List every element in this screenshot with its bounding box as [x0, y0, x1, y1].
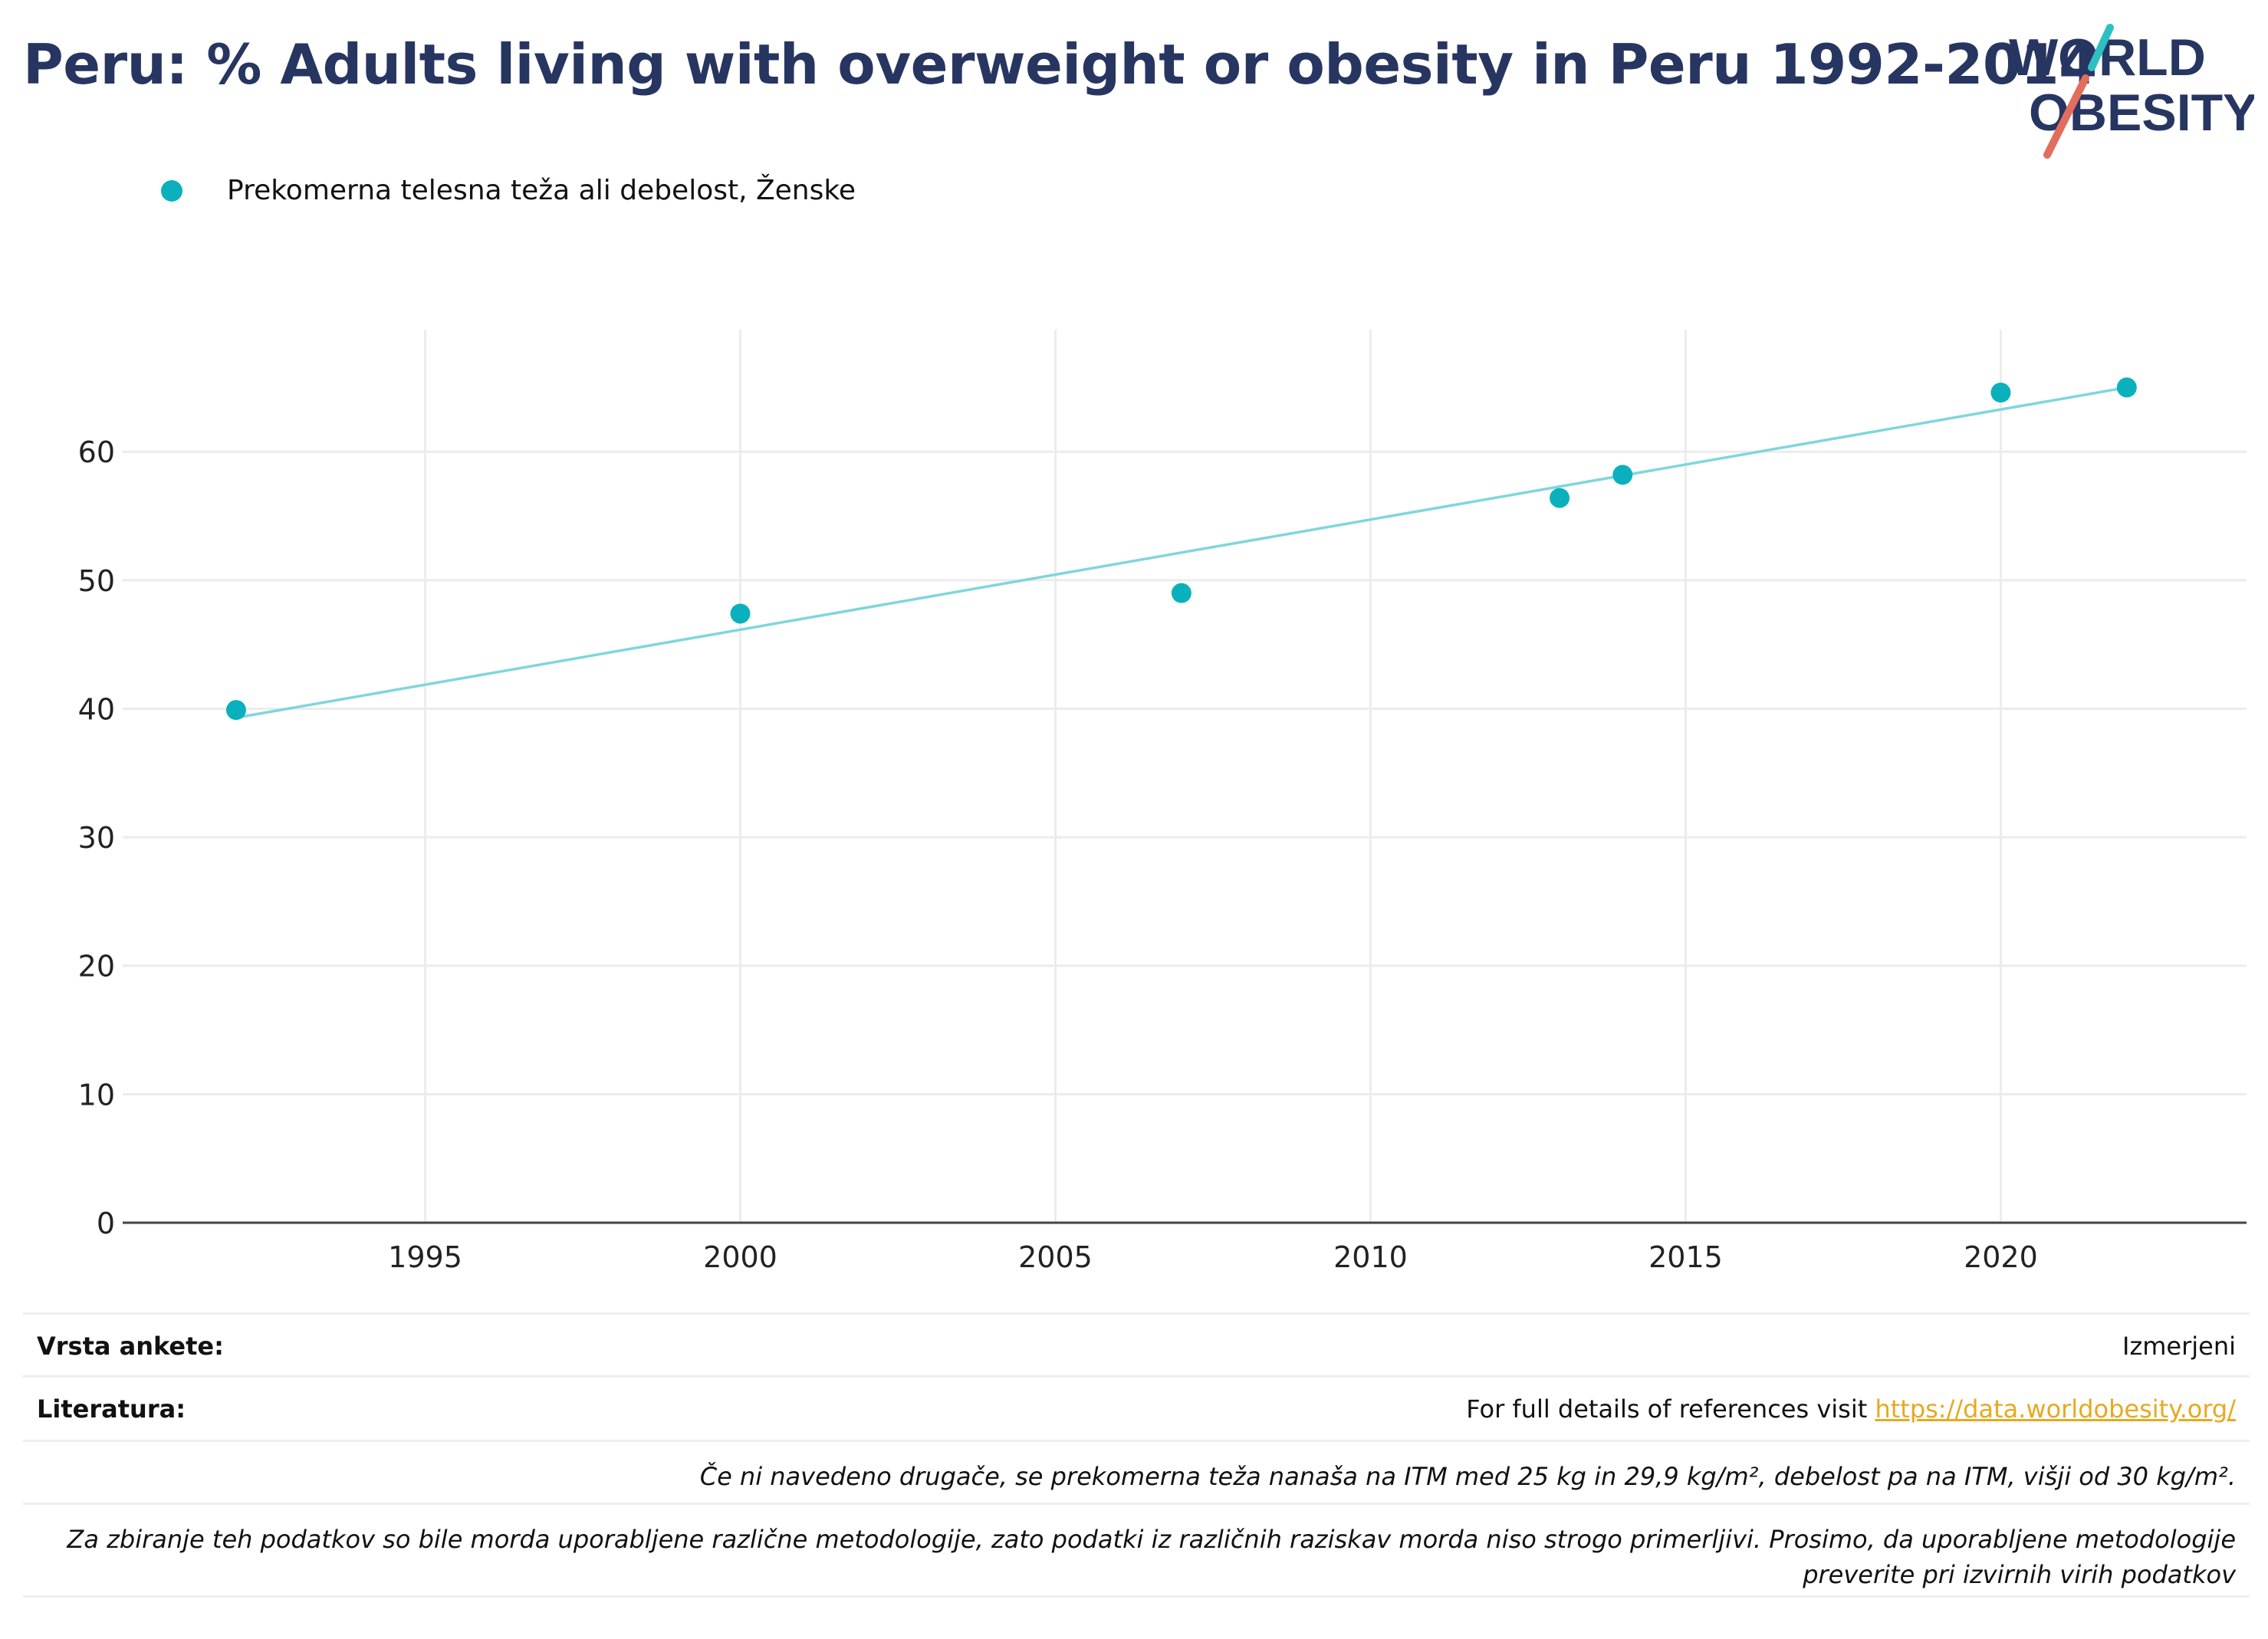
survey-type-label: Vrsta ankete:	[37, 1332, 224, 1361]
x-tick-label: 2015	[1648, 1240, 1723, 1274]
y-tick-label: 10	[78, 1078, 115, 1112]
references-text: For full details of references visit	[1466, 1394, 1875, 1424]
legend-label: Prekomerna telesna teža ali debelost, Že…	[227, 175, 856, 206]
chart-title: Peru: % Adults living with overweight or…	[23, 32, 2097, 97]
y-tick-label: 50	[78, 564, 115, 598]
info-row-note-methodology: Za zbiranje teh podatkov so bile morda u…	[23, 1503, 2250, 1598]
methodology-note: Za zbiranje teh podatkov so bile morda u…	[67, 1525, 2236, 1589]
survey-type-value: Izmerjeni	[2122, 1332, 2236, 1361]
info-row-note-bmi: Če ni navedeno drugače, se prekomerna te…	[23, 1440, 2250, 1503]
x-tick-label: 2005	[1018, 1240, 1093, 1274]
data-point	[1612, 465, 1633, 485]
x-tick-label: 2010	[1333, 1240, 1408, 1274]
logo-slash-coral	[2043, 74, 2089, 159]
y-tick-label: 30	[78, 821, 115, 855]
bmi-definition-note: Če ni navedeno drugače, se prekomerna te…	[699, 1462, 2236, 1491]
data-point	[1990, 383, 2011, 403]
world-obesity-logo: WORLD OBESITY	[2009, 24, 2254, 159]
data-point	[730, 603, 751, 624]
x-tick-label: 2020	[1964, 1240, 2038, 1274]
trend-line	[235, 386, 2128, 719]
data-point	[1550, 488, 1570, 508]
references-label: Literatura:	[37, 1394, 186, 1424]
x-tick-label: 2000	[703, 1240, 777, 1274]
legend: Prekomerna telesna teža ali debelost, Že…	[161, 175, 856, 206]
data-point	[1171, 583, 1192, 603]
info-row-references: Literatura: For full details of referenc…	[23, 1375, 2250, 1440]
logo-slash-teal	[2088, 24, 2114, 71]
y-tick-label: 40	[78, 692, 115, 726]
x-tick-label: 1995	[388, 1240, 462, 1274]
references-link[interactable]: https://data.worldobesity.org/	[1875, 1394, 2236, 1424]
y-tick-label: 0	[97, 1207, 115, 1240]
references-value: For full details of references visit htt…	[1466, 1394, 2236, 1424]
info-row-survey: Vrsta ankete: Izmerjeni	[23, 1312, 2250, 1375]
info-table: Vrsta ankete: Izmerjeni Literatura: For …	[23, 1312, 2250, 1598]
data-point	[2116, 377, 2137, 398]
legend-marker	[161, 179, 182, 202]
y-tick-label: 20	[78, 950, 115, 984]
y-tick-label: 60	[78, 435, 115, 469]
scatter-chart: 1995 2000 2005 2010 2015 2020 0 10 20 30 40 50 60	[78, 330, 2247, 1274]
data-point	[225, 700, 246, 721]
